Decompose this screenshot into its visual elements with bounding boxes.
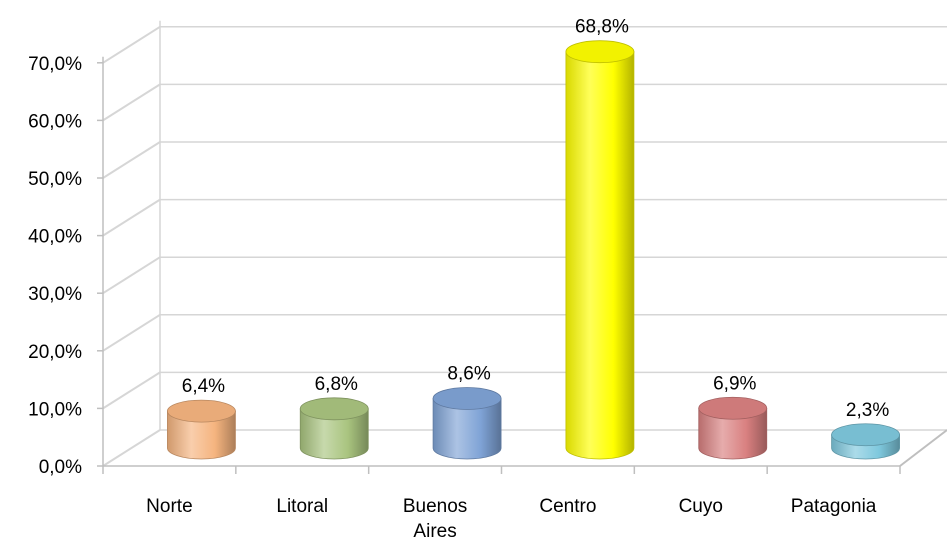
bar-body [299,408,369,460]
wall-gridline [102,25,161,64]
bar-top [432,387,502,410]
wall-gridline [102,83,161,122]
bar-body [432,398,502,460]
x-category-label: Litoral [276,496,328,517]
data-label: 8,6% [447,363,490,384]
bar-cuyo [698,396,768,460]
bar-top [167,399,236,423]
bar-top [831,423,900,447]
bar-patagonia [831,423,900,460]
bar-buenos-aires [432,387,502,460]
y-tick-label: 40,0% [28,227,82,248]
y-tick-label: 50,0% [28,169,82,190]
data-label: 6,4% [182,376,225,397]
y-tick-label: 20,0% [28,342,82,363]
wall-gridline [102,256,161,295]
gridlines [102,20,947,467]
y-tick-label: 10,0% [28,399,82,420]
wall-gridline [102,371,161,410]
y-tick-label: 30,0% [28,284,82,305]
x-category-label: Buenos Aires [403,496,467,542]
labels: 0,0% 10,0% 20,0% 30,0% 40,0% 50,0% 60,0% 70,0% 6… [28,17,889,542]
data-label: 2,3% [846,400,889,421]
x-category-label: Norte [146,496,192,517]
bar-body [698,407,768,460]
wall-gridline [102,429,161,467]
wall-gridline [102,141,161,179]
x-category-label: Patagonia [791,496,877,517]
bar-body [167,410,236,460]
bar-centro [565,40,635,460]
bar-norte [167,399,236,460]
x-category-label: Cuyo [679,496,723,517]
data-label: 68,8% [575,17,629,38]
axes [97,56,947,474]
bar-top [299,397,369,421]
bar-top [565,40,635,64]
y-tick-label: 60,0% [28,111,82,132]
floor-edge [899,429,947,467]
x-category-label: Centro [539,496,596,517]
bar-litoral [299,397,369,460]
y-tick-label: 0,0% [39,457,82,478]
bars [167,40,900,460]
y-tick-label: 70,0% [28,54,82,75]
data-label: 6,9% [713,373,756,394]
bar-body [565,51,635,460]
data-label: 6,8% [315,374,358,395]
wall-gridline [102,313,161,352]
wall-gridline [102,198,161,237]
bar-top [698,396,768,420]
